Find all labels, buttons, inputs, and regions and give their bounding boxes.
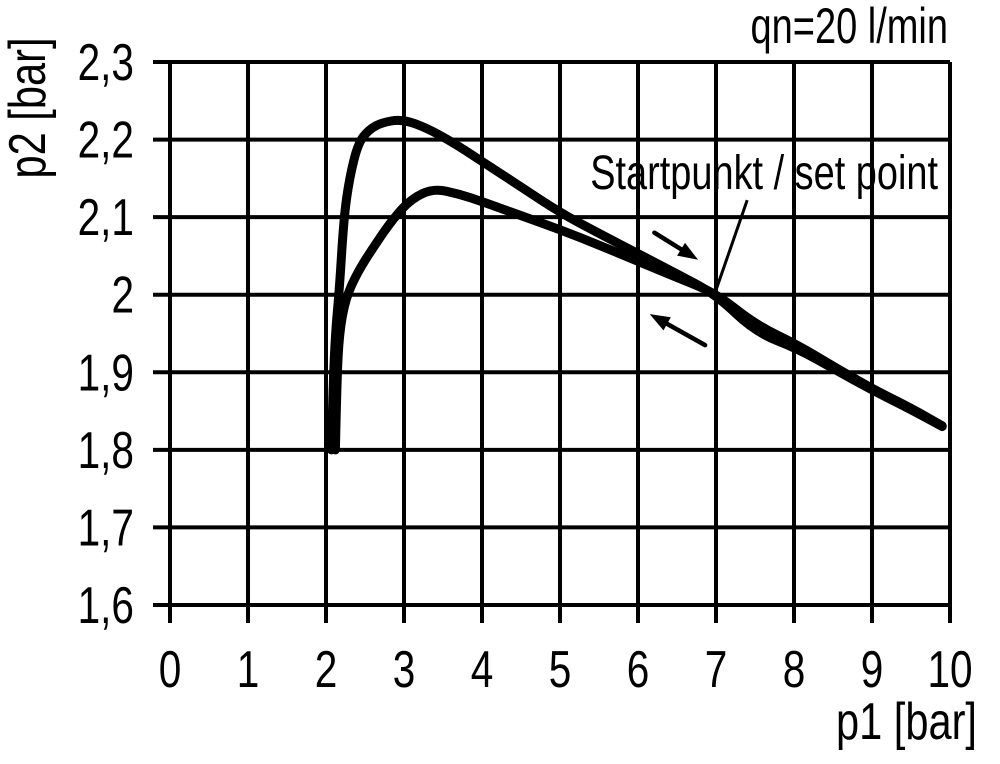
x-tick-label: 2 [315,640,338,698]
y-tick-label: 2,1 [78,188,134,246]
y-axis-label: p2 [bar] [0,37,56,178]
tick-labels: 2,32,22,121,91,81,71,60 1 2 3 4 5 6 7 8 9 10 [78,33,973,698]
x-tick-label: 5 [549,640,572,698]
x-tick-label: 10 [927,640,972,698]
x-tick-label: 7 [705,640,728,698]
y-tick-label: 1,7 [78,499,134,557]
flow-rate-label: qn=20 l/min [751,0,948,54]
y-tick-label: 1,9 [78,343,134,401]
x-tick-label: 1 [237,640,260,698]
direction-arrow-left-head [649,314,671,331]
annotation-arrows [649,199,749,348]
y-tick-label: 1,6 [78,576,134,634]
grid-lines [153,60,952,623]
y-tick-label: 2 [111,266,134,324]
y-tick-label: 2,3 [78,33,134,91]
hysteresis-curves [327,115,947,455]
x-tick-label: 3 [393,640,416,698]
x-tick-label: 8 [783,640,806,698]
x-tick-label: 4 [471,640,494,698]
y-tick-label: 2,2 [78,111,134,169]
upper-curve-increasing-p1 [327,115,947,455]
lower-curve-decreasing-p1 [330,185,947,455]
x-tick-label: 9 [861,640,884,698]
direction-arrow-right-head [677,242,699,260]
set-point-label: Startpunkt / set point [590,147,938,200]
set-point-leader-line [713,199,749,293]
x-tick-label: 0 [159,640,182,698]
x-tick-label: 6 [627,640,650,698]
direction-arrow-left-shaft [657,317,708,348]
x-axis-label: p1 [bar] [836,692,977,751]
y-tick-label: 1,8 [78,421,134,479]
